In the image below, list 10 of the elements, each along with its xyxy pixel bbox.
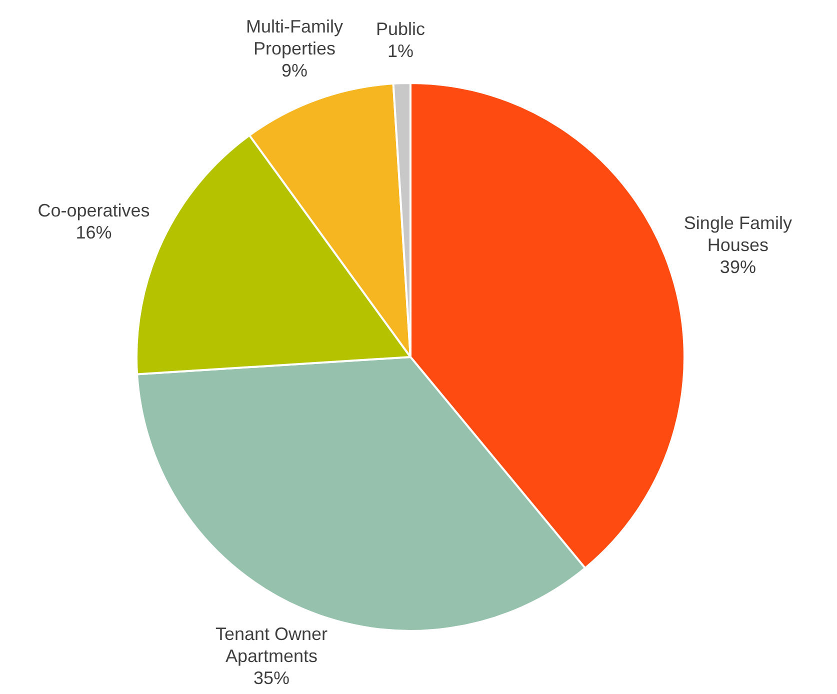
slice-label: Public <box>376 19 426 40</box>
data-label: 9% <box>281 60 308 80</box>
data-label: 39% <box>720 257 756 278</box>
data-label: 1% <box>387 41 414 62</box>
slice-label: Co-operatives <box>38 200 150 220</box>
slice-label: Single Family Houses <box>684 213 792 256</box>
slice-label: Multi-Family Properties <box>246 16 343 58</box>
slice-label: Tenant Owner Apartments <box>215 624 328 666</box>
data-label: 16% <box>76 222 112 242</box>
data-label: 35% <box>253 668 290 688</box>
